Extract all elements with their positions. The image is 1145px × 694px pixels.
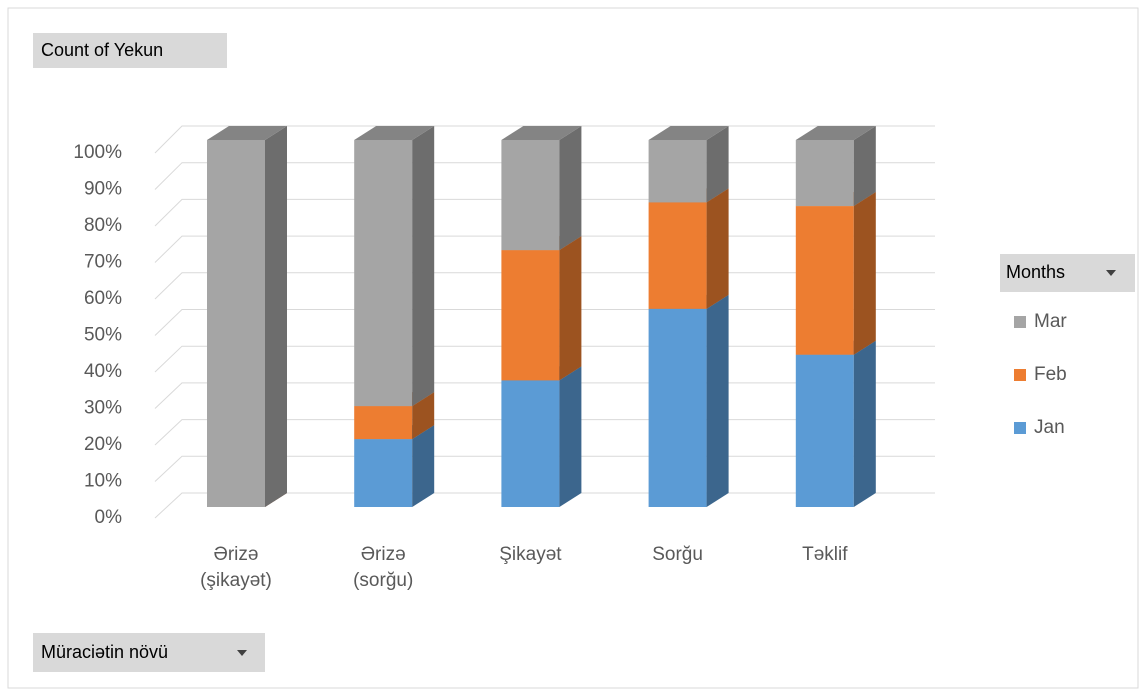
bar-front bbox=[795, 140, 854, 207]
bar-side bbox=[559, 236, 582, 381]
bar-side bbox=[853, 192, 876, 355]
legend-swatch bbox=[1014, 422, 1026, 434]
bar-front bbox=[501, 380, 560, 507]
bar-front bbox=[648, 202, 707, 309]
bar-front bbox=[354, 406, 413, 440]
x-tick-label: Təklif bbox=[802, 544, 848, 565]
bar-front bbox=[795, 206, 854, 355]
bar-side bbox=[706, 294, 729, 507]
legend-title: Months bbox=[1006, 262, 1065, 282]
legend-label: Jan bbox=[1034, 417, 1065, 438]
dropdown-arrow bbox=[237, 650, 247, 656]
bar-top bbox=[648, 126, 729, 140]
axis-field-button[interactable] bbox=[33, 633, 265, 672]
bar-front bbox=[648, 140, 707, 203]
bar-top bbox=[795, 126, 876, 140]
bar-front bbox=[354, 140, 413, 407]
legend-swatch bbox=[1014, 316, 1026, 328]
bar-top bbox=[501, 126, 582, 140]
legend-label: Mar bbox=[1034, 311, 1067, 332]
x-tick-label: Ərizə (şikayət) bbox=[200, 544, 272, 591]
bar-front bbox=[207, 140, 265, 507]
x-axis-label: Müraciətin növü bbox=[41, 642, 168, 662]
x-tick-label: Sorğu bbox=[652, 544, 703, 565]
bar-side bbox=[706, 126, 729, 203]
bar-side bbox=[853, 340, 876, 507]
bar-side bbox=[559, 126, 582, 251]
y-tick-label: 60% bbox=[84, 288, 122, 309]
y-tick-label: 90% bbox=[84, 179, 122, 200]
bar-front bbox=[501, 140, 560, 251]
y-tick-label: 80% bbox=[84, 215, 122, 236]
bar-side bbox=[412, 126, 435, 407]
bar-side bbox=[412, 425, 435, 507]
legend-label: Feb bbox=[1034, 364, 1067, 385]
x-tick-label: Şikayət bbox=[499, 544, 562, 565]
bar-front bbox=[648, 308, 707, 507]
y-tick-label: 20% bbox=[84, 434, 122, 455]
bar-side bbox=[265, 126, 287, 507]
y-tick-label: 50% bbox=[84, 325, 122, 346]
bar-side bbox=[412, 392, 435, 440]
bar-side bbox=[706, 188, 729, 309]
bar-top bbox=[354, 126, 435, 140]
y-tick-label: 100% bbox=[73, 142, 122, 163]
y-tick-label: 0% bbox=[95, 507, 123, 528]
dropdown-arrow bbox=[1106, 270, 1116, 276]
y-tick-label: 30% bbox=[84, 398, 122, 419]
bar-front bbox=[795, 354, 854, 507]
bar-top bbox=[207, 126, 287, 140]
bar-front bbox=[354, 439, 413, 507]
bar-side bbox=[559, 366, 582, 507]
value-field-button[interactable] bbox=[33, 33, 227, 68]
y-tick-label: 10% bbox=[84, 471, 122, 492]
x-tick-label: Ərizə (sorğu) bbox=[353, 544, 414, 591]
chart-title: Count of Yekun bbox=[41, 40, 163, 60]
bar-front bbox=[501, 250, 560, 381]
legend-swatch bbox=[1014, 369, 1026, 381]
y-tick-label: 40% bbox=[84, 361, 122, 382]
bar-side bbox=[853, 126, 876, 207]
y-tick-label: 70% bbox=[84, 252, 122, 273]
